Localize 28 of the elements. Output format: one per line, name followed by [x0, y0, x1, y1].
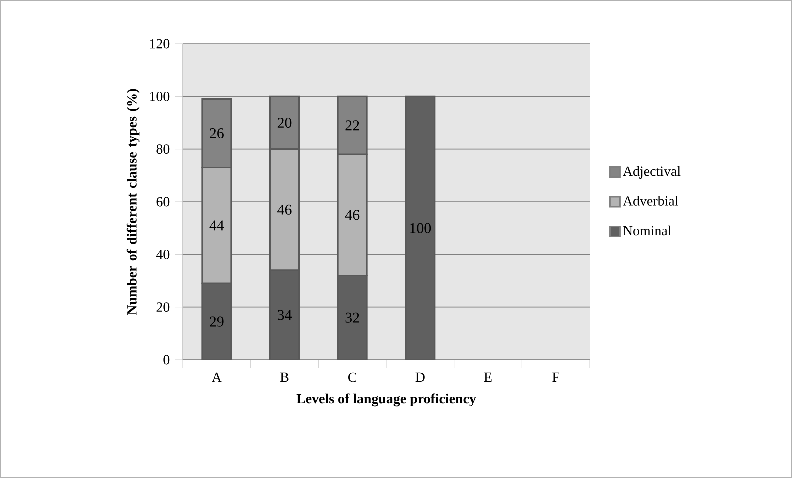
- data-label: 29: [210, 316, 224, 327]
- legend-label: Adjectival: [623, 166, 681, 180]
- y-tick-label: 0: [164, 355, 170, 365]
- x-tick-label: F: [552, 372, 560, 382]
- x-tick-label: B: [280, 372, 289, 382]
- data-label: 20: [278, 118, 292, 128]
- legend-label: Nominal: [623, 226, 672, 236]
- data-label: 34: [278, 310, 292, 320]
- data-label: 44: [210, 220, 224, 231]
- x-tick-label: A: [212, 372, 222, 382]
- data-label: 22: [346, 120, 360, 131]
- x-tick-label: D: [416, 372, 425, 382]
- y-tick-label: 100: [150, 92, 170, 102]
- y-tick-label: 80: [156, 144, 170, 154]
- legend-label: Adverbial: [623, 196, 678, 206]
- data-label: 46: [278, 204, 292, 215]
- data-label: 26: [210, 128, 224, 139]
- y-tick-label: 120: [150, 39, 170, 49]
- data-label: 46: [345, 210, 360, 220]
- x-tick-label: E: [484, 372, 492, 382]
- y-tick-label: 40: [156, 250, 170, 260]
- x-axis-title: Levels of language proficiency: [296, 394, 476, 407]
- data-label: 32: [346, 312, 360, 323]
- y-tick-label: 20: [156, 302, 170, 312]
- x-tick-label: C: [348, 372, 356, 382]
- y-axis-title: Number of different clause types (%): [126, 89, 140, 316]
- data-label: 100: [410, 223, 432, 234]
- y-tick-label: 60: [156, 197, 170, 207]
